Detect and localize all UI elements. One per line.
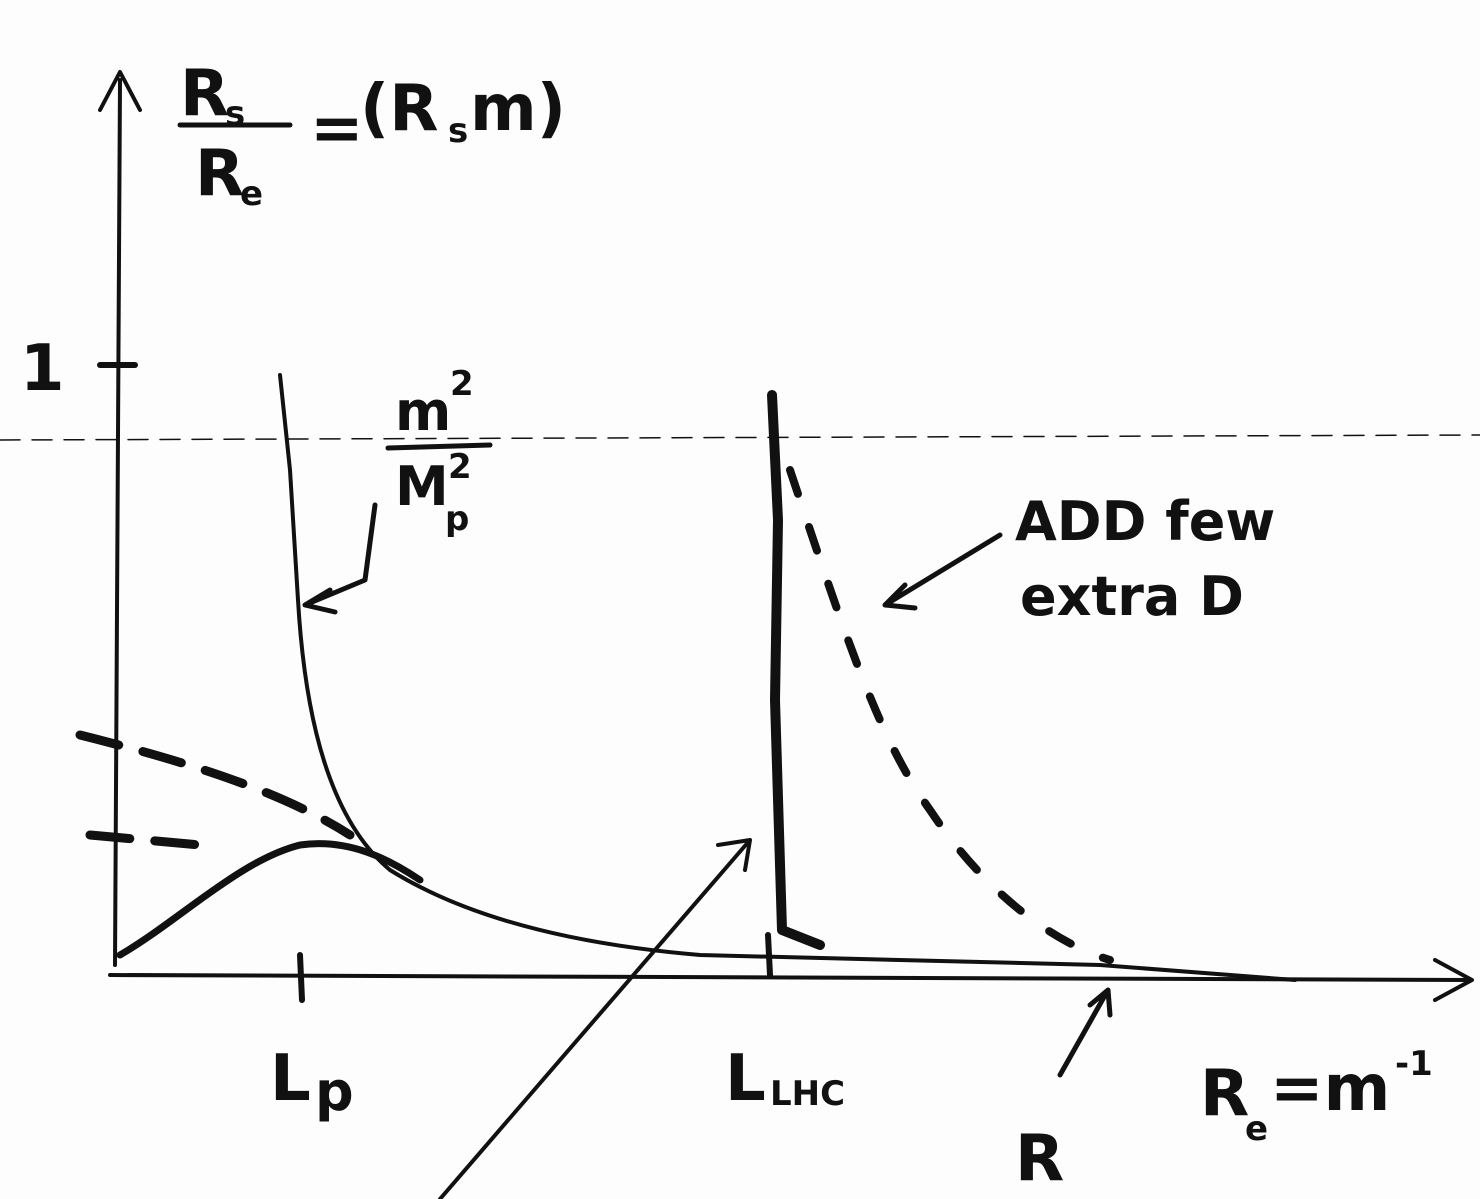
label: e bbox=[1245, 1109, 1268, 1149]
label: p bbox=[445, 499, 469, 539]
sketch: R s R e = (R s m) 1 m 2 M p 2 ADD few ex… bbox=[0, 0, 1480, 1199]
fraction-bar bbox=[388, 445, 490, 448]
label: L bbox=[270, 1042, 311, 1116]
label: -1 bbox=[1395, 1044, 1433, 1084]
label: extra D bbox=[1020, 565, 1244, 628]
label: 1 bbox=[20, 332, 65, 406]
label: m) bbox=[470, 72, 566, 146]
label: =m bbox=[1270, 1052, 1390, 1126]
label: s bbox=[225, 94, 245, 134]
label: 2 bbox=[448, 447, 472, 487]
label: s bbox=[448, 111, 468, 151]
label: (R bbox=[360, 72, 439, 146]
label: 2 bbox=[450, 364, 474, 404]
label: L bbox=[725, 1042, 766, 1116]
label: R bbox=[180, 57, 229, 131]
label: R bbox=[195, 137, 244, 211]
x-tick bbox=[300, 955, 302, 1000]
label: = bbox=[310, 92, 364, 166]
label: ADD few bbox=[1015, 490, 1275, 553]
label: R bbox=[1200, 1057, 1249, 1131]
label: p bbox=[315, 1060, 354, 1123]
label: LHC bbox=[770, 1074, 845, 1114]
label: R bbox=[1015, 1122, 1064, 1196]
label: e bbox=[240, 174, 263, 214]
label: M bbox=[395, 455, 449, 518]
label: m bbox=[395, 380, 451, 443]
